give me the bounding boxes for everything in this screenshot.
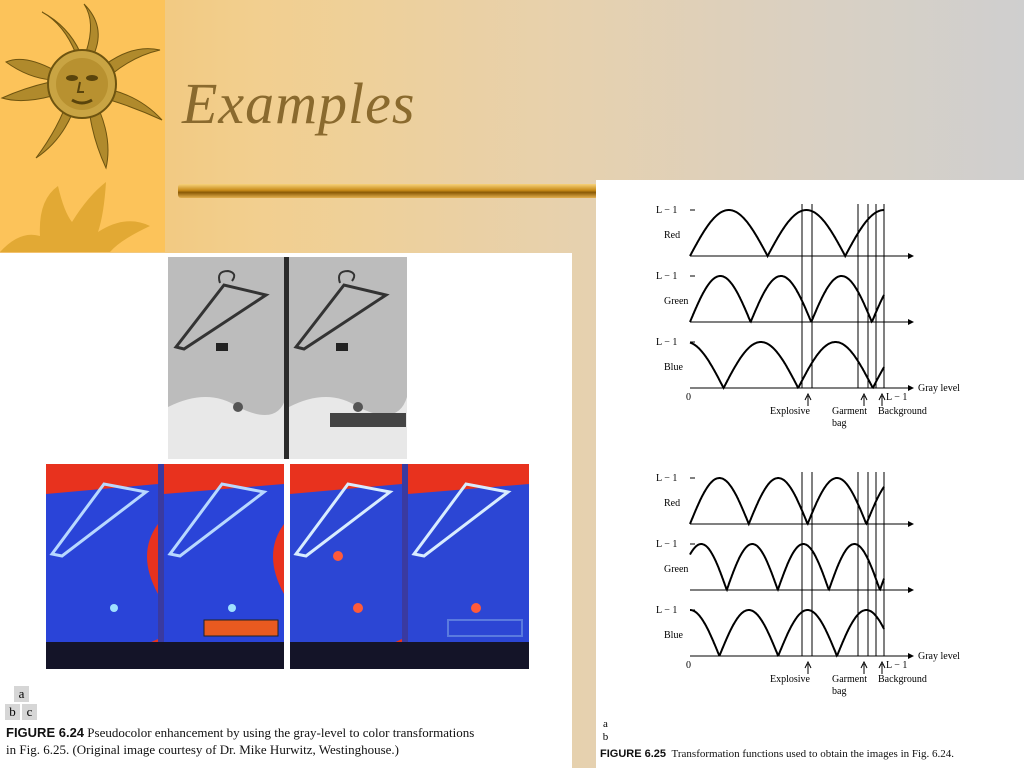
level-label: L − 1 bbox=[656, 337, 677, 348]
caption-figure-label: FIGURE 6.25 bbox=[600, 748, 667, 760]
sun-decoration-panel bbox=[0, 0, 165, 252]
background-arrow bbox=[878, 392, 886, 406]
axis-label: Gray level bbox=[918, 651, 960, 662]
channel-curve bbox=[689, 209, 884, 259]
channel-curve bbox=[689, 341, 885, 390]
panel-label-b: b bbox=[602, 731, 609, 743]
channel-curve bbox=[690, 609, 885, 658]
garment-label-2: bag bbox=[832, 418, 846, 429]
channel-curve bbox=[689, 275, 885, 324]
pseudocolor-image-b bbox=[46, 464, 284, 669]
sun-icon bbox=[0, 3, 163, 252]
background-arrow bbox=[878, 660, 886, 674]
background-label: Background bbox=[878, 406, 927, 417]
level-label: L − 1 bbox=[656, 473, 677, 484]
axis-label: Gray level bbox=[918, 383, 960, 394]
figure-6-24-caption: FIGURE 6.24 Pseudocolor enhancement by u… bbox=[6, 724, 570, 758]
axis-arrowhead bbox=[908, 385, 914, 391]
zero-label: 0 bbox=[686, 392, 691, 403]
caption-figure-label: FIGURE 6.24 bbox=[6, 725, 85, 740]
zero-label: 0 bbox=[686, 660, 691, 671]
axis-arrowhead bbox=[908, 253, 914, 259]
panel-label-a: a bbox=[14, 686, 29, 702]
channel-label: Blue bbox=[664, 630, 683, 641]
caption-line-2: in Fig. 6.25. (Original image courtesy o… bbox=[6, 742, 399, 757]
panel-label-b: b bbox=[5, 704, 20, 720]
channel-label: Blue bbox=[664, 362, 683, 373]
axis-arrowhead bbox=[908, 319, 914, 325]
caption-text: Transformation functions used to obtain … bbox=[671, 748, 955, 760]
pseudocolor-image-c bbox=[290, 464, 529, 669]
end-label: L − 1 bbox=[886, 392, 907, 403]
axis-arrowhead bbox=[908, 587, 914, 593]
background-label: Background bbox=[878, 674, 927, 685]
channel-label: Red bbox=[664, 230, 680, 241]
level-label: L − 1 bbox=[656, 205, 677, 216]
level-label: L − 1 bbox=[656, 539, 677, 550]
title-divider bbox=[178, 184, 598, 198]
figure-6-25-caption: FIGURE 6.25 Transformation functions use… bbox=[600, 746, 954, 763]
axis-arrowhead bbox=[908, 653, 914, 659]
explosive-label: Explosive bbox=[770, 674, 811, 685]
channel-curve bbox=[689, 477, 885, 527]
channel-label: Green bbox=[664, 296, 688, 307]
panel-label-c: c bbox=[22, 704, 37, 720]
axis-arrowhead bbox=[908, 521, 914, 527]
figure-6-24: a b c FIGURE 6.24 Pseudocolor enhancemen… bbox=[0, 253, 572, 768]
garment-arrow bbox=[860, 660, 868, 674]
panel-label-a: a bbox=[603, 718, 608, 730]
level-label: L − 1 bbox=[656, 271, 677, 282]
garment-label: Garment bbox=[832, 674, 867, 685]
explosive-arrow bbox=[804, 392, 812, 406]
channel-label: Green bbox=[664, 564, 688, 575]
slide-title: Examples bbox=[182, 71, 416, 136]
garment-arrow bbox=[860, 392, 868, 406]
channel-curve bbox=[689, 543, 885, 593]
channel-label: Red bbox=[664, 498, 680, 509]
figure-6-25: L − 1 Red L − 1 Green L − 1 Blue 0 Gray level L … bbox=[596, 180, 1024, 768]
garment-label: Garment bbox=[832, 406, 867, 417]
explosive-arrow bbox=[804, 660, 812, 674]
explosive-label: Explosive bbox=[770, 406, 811, 417]
transformation-functions-diagram: L − 1 Red L − 1 Green L − 1 Blue 0 Gray level L … bbox=[656, 204, 960, 697]
garment-label-2: bag bbox=[832, 686, 846, 697]
level-label: L − 1 bbox=[656, 605, 677, 616]
end-label: L − 1 bbox=[886, 660, 907, 671]
xray-grayscale-image bbox=[168, 257, 407, 459]
caption-line-1: Pseudocolor enhancement by using the gra… bbox=[87, 725, 475, 740]
